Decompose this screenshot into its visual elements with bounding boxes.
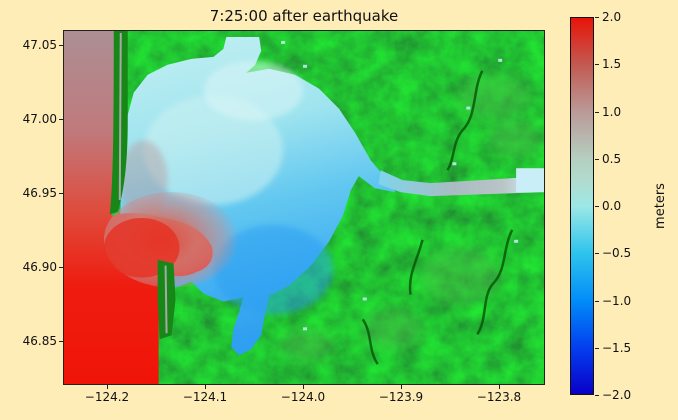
tick-mark [107,385,108,389]
tick-mark [595,301,599,302]
colorbar-tick-label: 2.0 [602,10,622,24]
colorbar-tick-label: 1.5 [602,57,622,71]
colorbar-tick-label: −1.0 [602,294,632,308]
terrain-valleys [311,70,514,365]
x-tick-label: −123.8 [476,390,522,404]
tick-mark [595,253,599,254]
tick-mark [59,341,63,342]
tick-mark [595,17,599,18]
barrier-spits-layer [109,31,176,340]
tick-mark [59,193,63,194]
x-tick-label: −124.1 [182,390,228,404]
colorbar [570,17,594,395]
tick-mark [303,385,304,389]
east-channel-layer [378,168,544,197]
x-tick-label: −124.2 [84,390,130,404]
colorbar-axis-label: meters [653,183,668,229]
plot-title: 7:25:00 after earthquake [209,7,399,25]
tick-mark [499,385,500,389]
y-tick-label: 47.00 [22,112,57,126]
tick-mark [401,385,402,389]
colorbar-tick-label: 0.5 [602,152,622,166]
tick-mark [59,45,63,46]
tick-mark [595,159,599,160]
x-tick-label: −123.9 [378,390,424,404]
tick-mark [595,64,599,65]
colorbar-tick-label: −2.0 [602,388,632,402]
colorbar-tick-label: −1.5 [602,341,632,355]
colorbar-tick-label: 1.0 [602,105,622,119]
terrain-ridges [281,74,541,362]
map-raster [64,31,544,384]
colorbar-tick-label: −0.5 [602,246,632,260]
tick-mark [595,395,599,396]
tick-mark [59,119,63,120]
ocean-wave-layer [64,31,240,384]
y-tick-label: 46.95 [22,186,57,200]
y-tick-label: 46.85 [22,334,57,348]
tick-mark [59,267,63,268]
x-tick-label: −124.0 [280,390,326,404]
y-tick-label: 46.90 [22,260,57,274]
channel-end-patch [516,168,544,193]
colorbar-tick-label: 0.0 [602,199,622,213]
tick-mark [595,348,599,349]
tick-mark [595,112,599,113]
tick-mark [595,206,599,207]
tick-mark [205,385,206,389]
map-plot-area [63,30,545,385]
y-tick-label: 47.05 [22,38,57,52]
